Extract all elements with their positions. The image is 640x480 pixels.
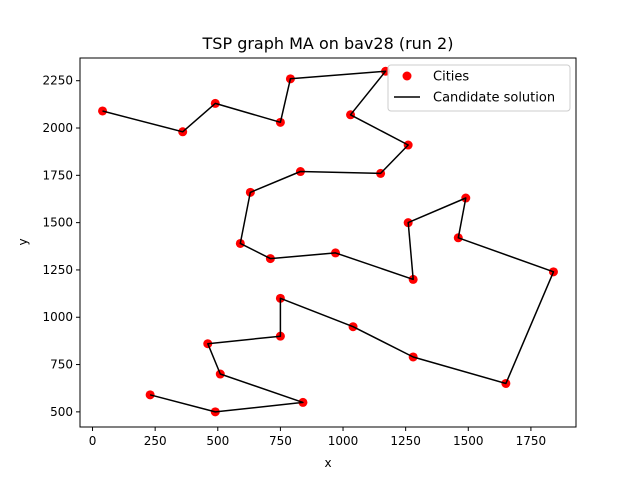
legend-cities-marker [402,71,412,81]
x-tick-label: 0 [89,434,97,448]
y-tick-label: 2000 [42,121,73,135]
y-axis-label: y [16,238,30,245]
y-tick-label: 1750 [42,168,73,182]
legend-cities-label: Cities [433,70,469,85]
legend: Cities Candidate solution [387,64,571,112]
legend-box [387,64,571,112]
y-tick-label: 1000 [42,310,73,324]
x-tick-label: 1750 [516,434,547,448]
legend-route-label: Candidate solution [433,91,555,106]
y-tick-label: 2250 [42,74,73,88]
plot-frame [79,57,577,428]
x-tick-label: 1250 [390,434,421,448]
y-tick-label: 750 [50,358,73,372]
x-tick-label: 500 [206,434,229,448]
y-tick-label: 500 [50,405,73,419]
chart-title: TSP graph MA on bav28 (run 2) [202,34,454,53]
y-tick-label: 1500 [42,216,73,230]
x-tick-label: 250 [144,434,167,448]
y-tick-label: 1250 [42,263,73,277]
x-tick-label: 1500 [453,434,484,448]
x-tick-label: 1000 [328,434,359,448]
route-line [102,70,555,413]
x-tick-label: 750 [269,434,292,448]
x-axis-label: x [324,456,331,470]
plot-content [98,66,558,417]
x-axis-ticks: 0 250 500 750 1000 1250 1500 1750 [89,427,546,448]
y-axis-ticks: 500 750 1000 1250 1500 1750 2000 2250 [42,74,80,419]
